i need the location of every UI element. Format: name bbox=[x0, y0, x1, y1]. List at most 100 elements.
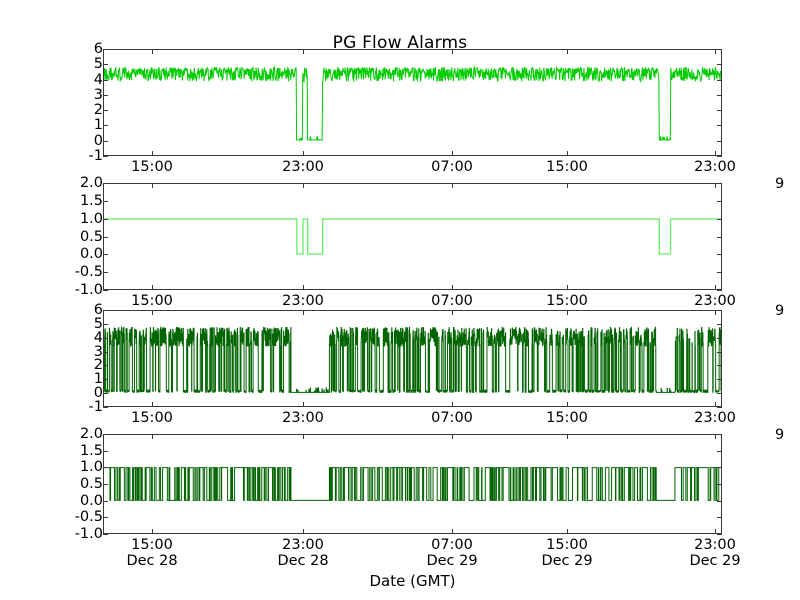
x-tick-time: 23:00 bbox=[282, 410, 324, 426]
x-tick-mark bbox=[567, 151, 568, 156]
y-tick-mark bbox=[103, 337, 108, 339]
x-tick-mark-top bbox=[715, 183, 716, 188]
x-tick-mark-top bbox=[152, 49, 153, 54]
x-tick-label: 23:00 bbox=[282, 410, 324, 426]
y-tick-mark bbox=[717, 94, 722, 96]
page-title: PG Flow Alarms bbox=[332, 33, 468, 53]
x-tick-mark bbox=[715, 285, 716, 290]
y-tick-mark bbox=[717, 434, 722, 435]
x-tick-label: 07:00 bbox=[431, 410, 473, 426]
x-tick-label: 15:00 bbox=[131, 159, 173, 175]
x-tick-mark-top bbox=[452, 434, 453, 439]
x-tick-mark bbox=[567, 285, 568, 290]
y-tick-mark bbox=[717, 110, 722, 112]
y-tick-label: 0.5 bbox=[79, 228, 103, 245]
y-tick-label: 0.0 bbox=[79, 246, 103, 263]
x-tick-date: Dec 29 bbox=[689, 553, 741, 569]
x-tick-label: 23:00 bbox=[282, 293, 324, 309]
x-tick-label: 15:00 bbox=[131, 410, 173, 426]
y-tick-mark bbox=[717, 365, 722, 367]
y-tick-mark bbox=[717, 183, 722, 184]
x-tick-time: 23:00 bbox=[694, 410, 736, 426]
y-tick-label: 0.0 bbox=[79, 492, 103, 509]
x-tick-date: Dec 28 bbox=[277, 553, 329, 569]
x-tick-time: 23:00 bbox=[282, 293, 324, 309]
x-tick-time: 15:00 bbox=[546, 159, 588, 175]
y-tick-mark bbox=[103, 236, 108, 238]
x-tick-mark bbox=[452, 529, 453, 534]
y-tick-mark bbox=[717, 337, 722, 339]
y-tick-mark bbox=[717, 79, 722, 81]
y-tick-mark bbox=[717, 517, 722, 519]
y-tick-mark bbox=[717, 450, 722, 452]
plot-area-low-flow-bool bbox=[104, 184, 721, 289]
y-tick-mark bbox=[103, 64, 108, 66]
x-tick-time: 23:00 bbox=[694, 293, 736, 309]
y-tick-mark bbox=[103, 254, 108, 256]
x-tick-label: 07:00 bbox=[431, 293, 473, 309]
subplot-low-flow-volts bbox=[103, 49, 722, 156]
x-tick-mark bbox=[152, 151, 153, 156]
x-tick-mark-top bbox=[715, 310, 716, 315]
x-tick-mark-top bbox=[152, 434, 153, 439]
x-tick-mark bbox=[152, 529, 153, 534]
y-tick-mark bbox=[103, 484, 108, 485]
y-tick-label: -0.5 bbox=[74, 264, 103, 281]
x-tick-time: 07:00 bbox=[431, 410, 473, 426]
x-tick-label: 15:00 bbox=[131, 293, 173, 309]
y-tick-mark bbox=[103, 156, 108, 157]
y-tick-mark bbox=[103, 110, 108, 112]
x-tick-time: 23:00 bbox=[694, 537, 736, 553]
y-tick-label: 2 bbox=[93, 102, 103, 119]
y-tick-mark bbox=[717, 49, 722, 50]
y-axis-high-flow-volts: -1 0 1 2 3 4 5 6 bbox=[59, 302, 103, 415]
clipped-date-fragment: 9 bbox=[775, 427, 785, 443]
plot-area-low-flow-volts bbox=[104, 50, 721, 155]
x-tick-mark-top bbox=[567, 49, 568, 54]
y-tick-mark bbox=[103, 218, 108, 220]
y-tick-label: 0 bbox=[93, 132, 103, 149]
y-tick-mark bbox=[103, 290, 108, 291]
x-tick-date: Dec 28 bbox=[126, 553, 178, 569]
x-tick-time: 15:00 bbox=[546, 537, 588, 553]
x-tick-mark-top bbox=[567, 183, 568, 188]
x-tick-date: Dec 29 bbox=[541, 553, 593, 569]
y-axis-low-flow-bool: -1.0 -0.5 0.0 0.5 1.0 1.5 2.0 bbox=[59, 175, 103, 298]
x-tick-mark-top bbox=[303, 434, 304, 439]
subplot-high-flow-volts bbox=[103, 310, 722, 407]
x-tick-label: 15:00 Dec 28 bbox=[126, 537, 177, 569]
x-tick-mark-top bbox=[452, 49, 453, 54]
y-tick-mark bbox=[103, 79, 108, 81]
y-tick-mark bbox=[103, 272, 108, 274]
y-tick-mark bbox=[717, 500, 722, 502]
x-tick-mark bbox=[303, 529, 304, 534]
y-tick-mark bbox=[717, 218, 722, 220]
y-tick-mark bbox=[103, 434, 108, 435]
x-tick-mark bbox=[452, 285, 453, 290]
x-tick-mark bbox=[715, 529, 716, 534]
y-tick-mark bbox=[103, 125, 108, 127]
x-tick-time: 15:00 bbox=[131, 410, 173, 426]
y-tick-label: -1.0 bbox=[74, 526, 103, 542]
x-tick-label: 15:00 Dec 29 bbox=[541, 537, 592, 569]
subplot-high-flow-bool bbox=[103, 434, 722, 534]
y-tick-label: 2 bbox=[93, 357, 103, 374]
x-tick-label: 07:00 Dec 29 bbox=[426, 537, 477, 569]
y-tick-label: 0 bbox=[93, 385, 103, 402]
y-tick-mark bbox=[103, 393, 108, 395]
y-tick-mark bbox=[717, 254, 722, 256]
y-tick-mark bbox=[103, 500, 108, 502]
y-tick-mark bbox=[717, 484, 722, 485]
x-tick-mark bbox=[152, 285, 153, 290]
y-tick-mark bbox=[103, 310, 108, 311]
y-tick-label: 1.5 bbox=[79, 442, 103, 459]
y-tick-label: 0.5 bbox=[79, 476, 103, 492]
y-tick-mark bbox=[717, 310, 722, 311]
y-tick-mark bbox=[103, 517, 108, 519]
y-tick-mark bbox=[717, 64, 722, 66]
x-tick-mark bbox=[715, 151, 716, 156]
y-tick-mark bbox=[103, 450, 108, 452]
x-tick-mark-top bbox=[303, 183, 304, 188]
y-tick-label: -1.0 bbox=[74, 282, 103, 298]
